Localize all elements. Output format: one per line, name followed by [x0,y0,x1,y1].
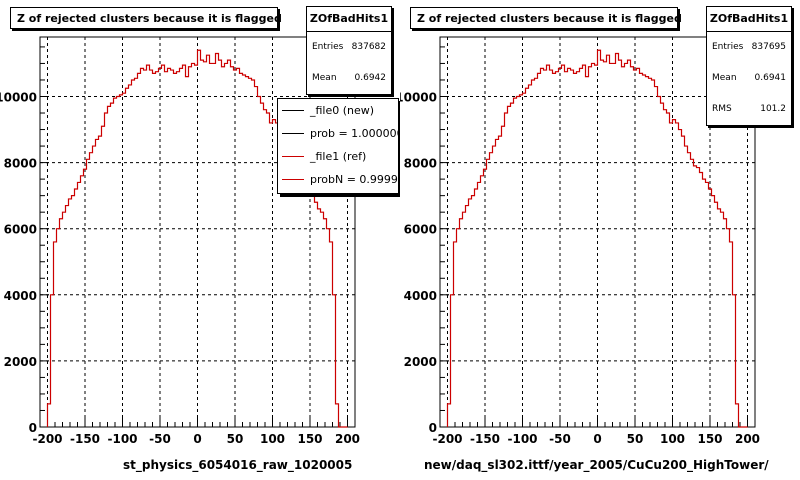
legend-swatch-black [282,133,304,134]
legend: _file0 (new) prob = 1.000000 _file1 (ref… [277,98,399,194]
x-axis-label: new/daq_sl302.ittf/year_2005/CuCu200_Hig… [424,458,769,472]
histogram-panel-right: -200 -150 -100 -50 0 50 100 150 200 0 2000 4000 6000… [400,0,800,480]
plot-title: Z of rejected clusters because it is fla… [10,7,282,29]
x-tick-label: -100 [507,432,537,446]
x-tick-label: 150 [297,432,322,446]
histogram-plot-left: -200 -150 -100 -50 0 50 100 150 2000200040006000… [0,36,360,446]
legend-label: probN = 0.999964 [310,173,398,186]
stats-mean-value: 0.6942 [354,73,387,83]
x-tick-label: 100 [660,432,685,446]
y-tick-label: 0 [29,421,37,435]
stats-mean-row: Mean 0.6942 [307,63,391,94]
y-tick-label: 4000 [404,289,437,303]
stats-box: ZOfBadHits1 Entries 837682 Mean 0.6942 [306,6,392,95]
legend-label: prob = 1.000000 [310,127,399,140]
x-tick-label: -50 [549,432,571,446]
y-tick-label: 10000 [400,90,437,104]
legend-entry: probN = 0.999964 [278,168,398,191]
stats-rms-label: RMS [712,104,732,114]
x-tick-label: 50 [627,432,644,446]
x-tick-label: 0 [593,432,601,446]
plot-frame [439,36,756,428]
y-tick-label: 0 [429,421,437,435]
x-tick-label: 0 [193,432,201,446]
stats-histogram-name: ZOfBadHits1 [307,7,391,32]
legend-entry: _file1 (ref) [278,145,398,168]
x-tick-label: 200 [335,432,360,446]
histogram-series-line [446,49,748,428]
x-tick-label: -150 [470,432,500,446]
stats-mean-label: Mean [312,73,337,83]
y-tick-label: 10000 [0,90,37,104]
legend-label: _file0 (new) [310,104,375,117]
legend-entry: prob = 1.000000 [278,122,398,145]
legend-label: _file1 (ref) [310,150,367,163]
x-tick-label: 150 [697,432,722,446]
x-tick-label: 100 [260,432,285,446]
y-tick-label: 2000 [404,355,437,369]
legend-swatch-red [282,156,304,157]
y-tick-label: 6000 [4,223,37,237]
y-tick-label: 4000 [4,289,37,303]
y-tick-label: 6000 [404,223,437,237]
legend-swatch-red [282,179,304,180]
stats-mean-row: Mean 0.6941 [707,63,791,94]
legend-swatch-black [282,110,304,111]
stats-entries-label: Entries [312,42,344,52]
x-tick-label: 200 [735,432,760,446]
stats-entries-value: 837695 [751,42,786,52]
histogram-plot-right: -200 -150 -100 -50 0 50 100 150 2000200040006000… [400,36,760,446]
stats-entries-row: Entries 837695 [707,32,791,63]
y-tick-label: 8000 [4,157,37,171]
x-tick-label: -100 [107,432,137,446]
stats-entries-value: 837682 [351,42,386,52]
plot-frame [39,36,356,428]
stats-rms-row: RMS 101.2 [707,94,791,125]
histogram-panel-left: -200 -150 -100 -50 0 50 100 150 200 0 2000 4000 6000… [0,6,399,472]
plot-title: Z of rejected clusters because it is fla… [410,7,682,29]
x-tick-label: -200 [432,432,462,446]
y-tick-label: 2000 [4,355,37,369]
y-tick-label: 8000 [404,157,437,171]
stats-box: ZOfBadHits1 Entries 837695 Mean 0.6941 R… [706,6,792,126]
stats-mean-label: Mean [712,73,737,83]
x-tick-label: -200 [32,432,62,446]
x-axis-label: st_physics_6054016_raw_1020005 [123,458,353,472]
x-tick-label: -150 [70,432,100,446]
legend-entry: _file0 (new) [278,99,398,122]
stats-mean-value: 0.6941 [754,73,787,83]
stats-entries-row: Entries 837682 [307,32,391,63]
x-tick-label: 50 [227,432,244,446]
stats-entries-label: Entries [712,42,744,52]
stats-rms-value: 101.2 [760,104,786,114]
x-tick-label: -50 [149,432,171,446]
stats-histogram-name: ZOfBadHits1 [707,7,791,32]
